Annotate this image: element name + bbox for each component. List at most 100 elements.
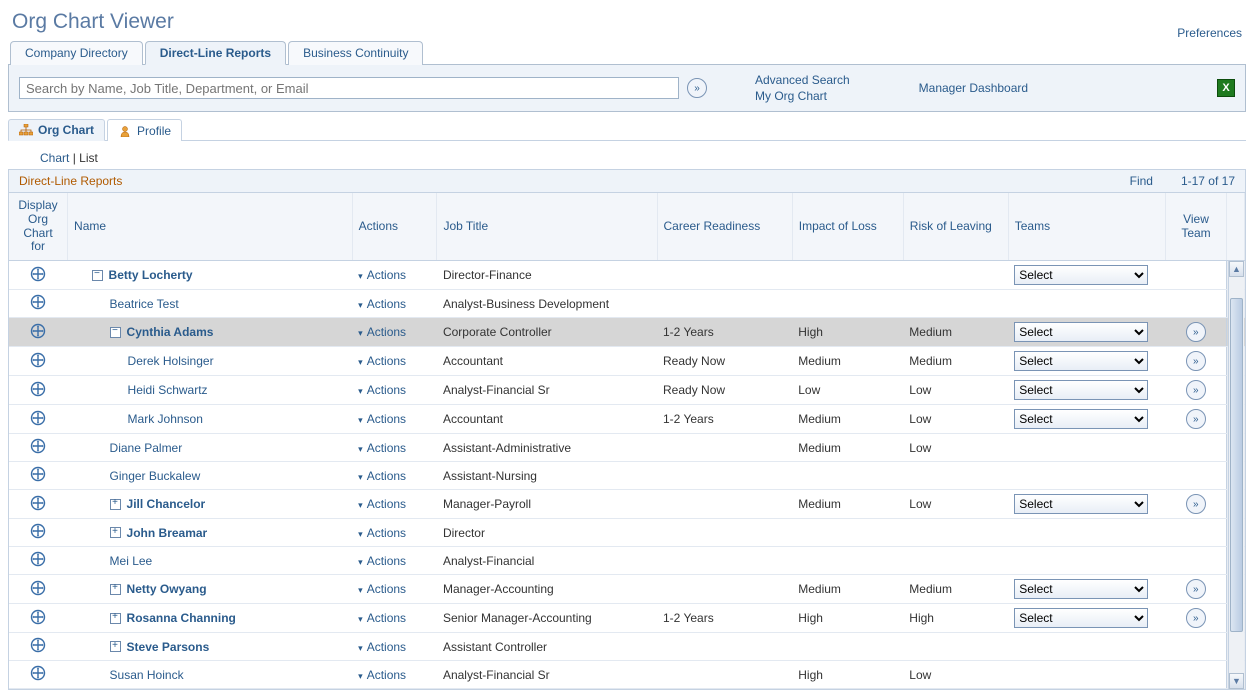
display-org-chart-icon[interactable]: [30, 294, 46, 310]
view-team-button[interactable]: »: [1186, 351, 1206, 371]
actions-dropdown[interactable]: Actions: [358, 668, 406, 682]
person-name-link[interactable]: Heidi Schwartz: [128, 383, 208, 397]
actions-dropdown[interactable]: Actions: [358, 554, 406, 568]
view-team-button[interactable]: »: [1186, 409, 1206, 429]
person-name-link[interactable]: Beatrice Test: [110, 297, 179, 311]
view-team-button[interactable]: »: [1186, 608, 1206, 628]
col-risk-of-leaving[interactable]: Risk of Leaving: [903, 193, 1008, 261]
tab-business-continuity[interactable]: Business Continuity: [288, 41, 423, 65]
person-name-link[interactable]: Steve Parsons: [127, 640, 210, 654]
view-chart-link[interactable]: Chart: [40, 151, 69, 165]
display-org-chart-icon[interactable]: [30, 410, 46, 426]
collapse-icon[interactable]: −: [92, 270, 103, 281]
person-name-link[interactable]: Jill Chancelor: [127, 497, 206, 511]
teams-select[interactable]: Select: [1014, 380, 1148, 400]
preferences-link[interactable]: Preferences: [1177, 22, 1242, 40]
col-career-readiness[interactable]: Career Readiness: [657, 193, 792, 261]
actions-dropdown[interactable]: Actions: [358, 268, 406, 282]
actions-dropdown[interactable]: Actions: [358, 354, 406, 368]
actions-dropdown[interactable]: Actions: [358, 441, 406, 455]
person-name-link[interactable]: Derek Holsinger: [128, 354, 214, 368]
display-org-chart-icon[interactable]: [30, 523, 46, 539]
display-org-chart-icon[interactable]: [30, 637, 46, 653]
display-org-chart-icon[interactable]: [30, 609, 46, 625]
display-org-chart-icon[interactable]: [30, 665, 46, 681]
display-org-chart-icon[interactable]: [30, 266, 46, 282]
impact-cell: High: [792, 604, 903, 633]
person-name-link[interactable]: Diane Palmer: [110, 441, 183, 455]
actions-dropdown[interactable]: Actions: [358, 497, 406, 511]
actions-dropdown[interactable]: Actions: [358, 383, 406, 397]
col-teams[interactable]: Teams: [1008, 193, 1165, 261]
col-name[interactable]: Name: [68, 193, 353, 261]
display-org-chart-icon[interactable]: [30, 551, 46, 567]
col-impact-of-loss[interactable]: Impact of Loss: [792, 193, 903, 261]
view-team-button[interactable]: »: [1186, 322, 1206, 342]
manager-dashboard-link[interactable]: Manager Dashboard: [919, 81, 1028, 95]
col-actions[interactable]: Actions: [352, 193, 437, 261]
col-display-org[interactable]: Display Org Chart for: [9, 193, 68, 261]
expand-icon[interactable]: +: [110, 499, 121, 510]
advanced-search-link[interactable]: Advanced Search: [755, 73, 850, 87]
teams-select[interactable]: Select: [1014, 579, 1148, 599]
actions-dropdown[interactable]: Actions: [358, 640, 406, 654]
person-name-link[interactable]: Betty Locherty: [109, 268, 193, 282]
actions-dropdown[interactable]: Actions: [358, 297, 406, 311]
teams-select[interactable]: Select: [1014, 265, 1148, 285]
view-team-button[interactable]: »: [1186, 579, 1206, 599]
actions-dropdown[interactable]: Actions: [358, 526, 406, 540]
teams-select[interactable]: Select: [1014, 608, 1148, 628]
person-name-link[interactable]: Susan Hoinck: [110, 668, 184, 682]
export-excel-icon[interactable]: X: [1217, 79, 1235, 97]
actions-dropdown[interactable]: Actions: [358, 325, 406, 339]
scroll-down-arrow[interactable]: ▼: [1229, 673, 1244, 689]
display-org-chart-icon[interactable]: [30, 381, 46, 397]
person-name-link[interactable]: Mark Johnson: [128, 412, 203, 426]
display-org-chart-icon[interactable]: [30, 466, 46, 482]
expand-icon[interactable]: +: [110, 613, 121, 624]
actions-dropdown[interactable]: Actions: [358, 412, 406, 426]
subtab-profile[interactable]: Profile: [107, 119, 182, 141]
expand-icon[interactable]: +: [110, 641, 121, 652]
subtab-org-chart-label: Org Chart: [38, 123, 94, 137]
display-org-chart-icon[interactable]: [30, 323, 46, 339]
my-org-chart-link[interactable]: My Org Chart: [755, 89, 850, 103]
person-name-link[interactable]: Netty Owyang: [127, 582, 207, 596]
person-name-link[interactable]: Cynthia Adams: [127, 325, 214, 339]
scroll-thumb[interactable]: [1230, 298, 1243, 632]
scrollbar[interactable]: ▲ ▼: [1228, 261, 1244, 690]
col-view-team[interactable]: View Team: [1166, 193, 1227, 261]
person-name-link[interactable]: Rosanna Channing: [127, 611, 236, 625]
subtab-org-chart[interactable]: Org Chart: [8, 119, 105, 141]
expand-icon[interactable]: +: [110, 584, 121, 595]
tab-company-directory[interactable]: Company Directory: [10, 41, 143, 65]
career-readiness-cell: [657, 290, 792, 318]
find-link[interactable]: Find: [1130, 174, 1153, 188]
actions-dropdown[interactable]: Actions: [358, 611, 406, 625]
person-name-link[interactable]: Mei Lee: [110, 554, 153, 568]
display-org-chart-icon[interactable]: [30, 495, 46, 511]
scroll-up-arrow[interactable]: ▲: [1229, 261, 1244, 277]
display-org-chart-icon[interactable]: [30, 352, 46, 368]
job-title-cell: Analyst-Financial Sr: [437, 376, 657, 405]
search-go-button[interactable]: »: [687, 78, 707, 98]
view-team-button[interactable]: »: [1186, 380, 1206, 400]
collapse-icon[interactable]: −: [110, 327, 121, 338]
view-team-button[interactable]: »: [1186, 494, 1206, 514]
teams-select[interactable]: Select: [1014, 351, 1148, 371]
expand-icon[interactable]: +: [110, 527, 121, 538]
display-org-chart-icon[interactable]: [30, 438, 46, 454]
display-org-chart-icon[interactable]: [30, 580, 46, 596]
teams-select[interactable]: Select: [1014, 494, 1148, 514]
teams-select[interactable]: Select: [1014, 409, 1148, 429]
person-name-link[interactable]: John Breamar: [127, 526, 208, 540]
actions-dropdown[interactable]: Actions: [358, 582, 406, 596]
col-job-title[interactable]: Job Title: [437, 193, 657, 261]
risk-cell: Medium: [903, 318, 1008, 347]
career-readiness-cell: 1-2 Years: [657, 318, 792, 347]
search-input[interactable]: [19, 77, 679, 99]
person-name-link[interactable]: Ginger Buckalew: [110, 469, 201, 483]
actions-dropdown[interactable]: Actions: [358, 469, 406, 483]
teams-select[interactable]: Select: [1014, 322, 1148, 342]
tab-direct-line-reports[interactable]: Direct-Line Reports: [145, 41, 286, 65]
